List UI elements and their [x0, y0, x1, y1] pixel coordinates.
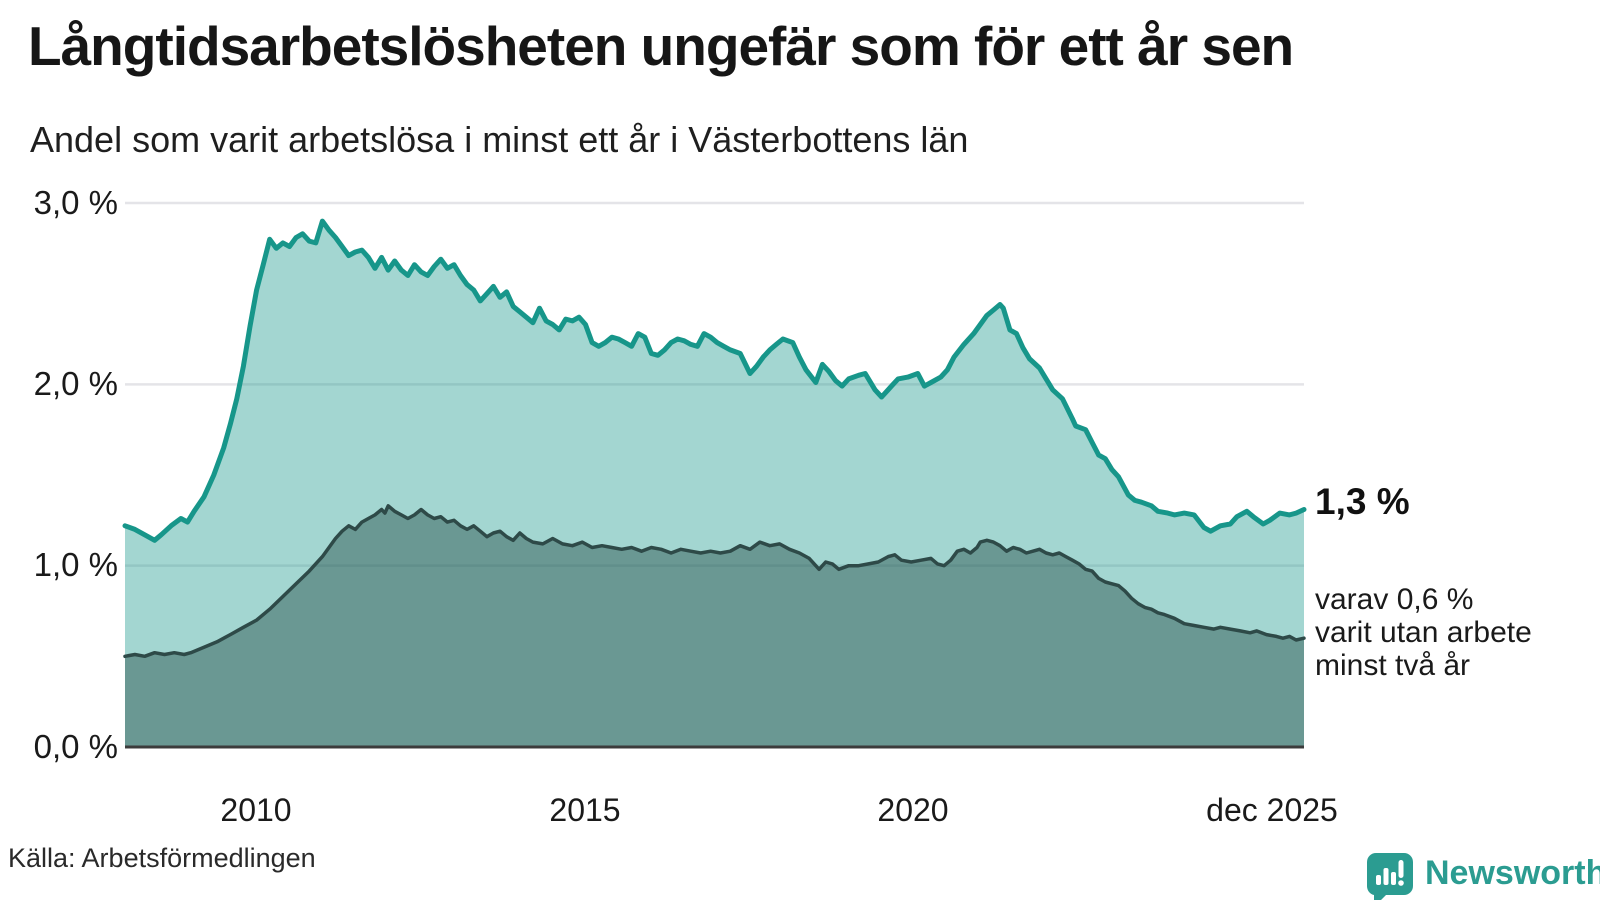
chart-subtitle: Andel som varit arbetslösa i minst ett å…	[30, 119, 969, 160]
newsworthy-logo-icon	[1366, 853, 1413, 905]
secondary-annotation-line3: minst två år	[1315, 649, 1471, 682]
x-axis-label-dec-2025: dec 2025	[1206, 792, 1338, 828]
y-axis-label-0: 0,0 %	[33, 728, 118, 765]
x-axis-label-2010: 2010	[220, 792, 292, 828]
x-axis-label-2020: 2020	[877, 792, 949, 828]
x-axis-label-2015: 2015	[549, 792, 621, 828]
secondary-annotation-line2: varit utan arbete	[1315, 616, 1532, 649]
secondary-annotation-line1: varav 0,6 %	[1315, 583, 1474, 616]
y-axis-label-1: 1,0 %	[33, 546, 118, 583]
newsworthy-logo[interactable]: Newsworthy	[1366, 853, 1600, 905]
secondary-series-annotation: varav 0,6 % varit utan arbete minst två …	[1315, 583, 1532, 682]
latest-value-label: 1,3 %	[1315, 481, 1410, 522]
source-credit: Källa: Arbetsförmedlingen	[8, 843, 316, 873]
newsworthy-logo-text: Newsworthy	[1425, 854, 1600, 892]
y-axis-label-3: 3,0 %	[33, 184, 118, 221]
page-title: Långtidsarbetslösheten ungefär som för e…	[28, 15, 1294, 77]
y-axis-label-2: 2,0 %	[33, 365, 118, 402]
